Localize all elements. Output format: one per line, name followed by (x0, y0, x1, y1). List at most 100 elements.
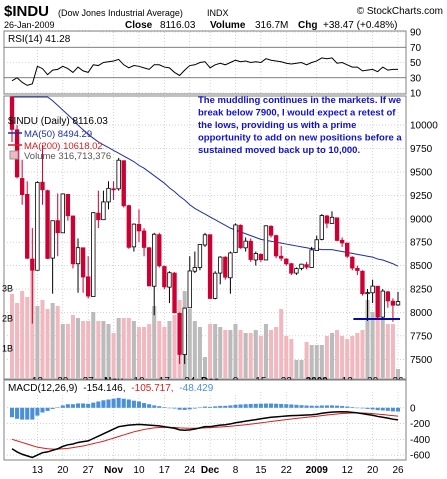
price-tick-9750: 9750 (410, 144, 433, 155)
candle-body (19, 178, 25, 196)
volume-bar (385, 324, 390, 378)
rsi-label-bg (6, 32, 98, 44)
volume-bar (228, 330, 233, 378)
candle-body (106, 187, 111, 203)
volume-bar (86, 321, 91, 378)
macd-histogram-bar (258, 403, 263, 408)
volume-bar (40, 300, 45, 378)
volume-bar (370, 312, 375, 378)
candle-body (75, 247, 81, 265)
volume-bar (45, 309, 50, 378)
macd-histogram-bar (40, 407, 45, 413)
candle-body (55, 220, 60, 234)
price-tick-8250: 8250 (410, 285, 433, 296)
volume-bar (126, 318, 131, 378)
macd-histogram-bar (20, 407, 25, 420)
macd-histogram-bar (35, 407, 40, 416)
volume-bar (345, 339, 350, 378)
xaxis-bottom-label-Dec: Dec (201, 465, 220, 476)
candle-body (45, 190, 50, 259)
macd-histogram-bar (60, 405, 65, 408)
macd-histogram-bar (167, 407, 172, 409)
volume-bar (157, 321, 162, 378)
candle-body (294, 268, 299, 274)
macd-label-name: MACD(12,26,9) (8, 383, 77, 394)
volume-bar (131, 321, 136, 378)
volume-bar (289, 339, 294, 378)
price-tick-8750: 8750 (410, 238, 433, 249)
volume-bar (279, 309, 284, 378)
macd-histogram-bar (172, 407, 177, 409)
candle-body (263, 225, 269, 261)
macd-tick--600: -600 (410, 451, 430, 462)
price-tick-8500: 8500 (410, 261, 433, 272)
macd-histogram-bar (65, 404, 70, 408)
candle-body (96, 212, 101, 221)
macd-histogram-bar (253, 403, 258, 408)
annotation-line: the lows, providing us with a prime (198, 120, 356, 131)
volume-bar (167, 321, 172, 378)
rsi-tick-70: 70 (410, 43, 422, 54)
price-tick-9500: 9500 (410, 167, 433, 178)
volume-bar (101, 321, 106, 378)
macd-histogram-bar (233, 404, 238, 408)
volume-bar (263, 324, 268, 378)
macd-histogram-bar (228, 405, 233, 408)
volume-bar (116, 318, 121, 378)
candle-body (146, 247, 152, 287)
volume-value: 316.7M (255, 20, 288, 31)
candle-body (182, 307, 187, 355)
candle-body (339, 239, 345, 244)
macd-histogram-bar (274, 403, 279, 408)
volume-bar (208, 324, 213, 378)
candle-body (187, 270, 192, 309)
watermark: © StockCharts.com (357, 6, 443, 17)
volume-bar (20, 291, 25, 378)
volume-bar (304, 342, 309, 378)
candle-body (91, 212, 96, 297)
price-tick-10000: 10000 (410, 121, 438, 132)
macd-histogram-bar (147, 404, 152, 408)
candle-body (268, 225, 274, 236)
macd-label-hist: -48.429 (179, 383, 213, 394)
candle-body (243, 240, 248, 249)
price-tick-7500: 7500 (410, 355, 433, 366)
annotation-line: sustained moved back up to 10,000. (198, 145, 360, 156)
macd-histogram-bar (70, 404, 75, 408)
macd-histogram-bar (385, 407, 390, 411)
macd-histogram-bar (96, 401, 101, 408)
candle-body (314, 239, 319, 252)
macd-histogram-bar (248, 403, 253, 408)
macd-histogram-bar (314, 405, 319, 408)
volume-bar (335, 330, 340, 378)
candle-body (202, 234, 208, 246)
volume-bar (299, 360, 304, 378)
volume-bar (314, 345, 319, 378)
macd-histogram-bar (304, 405, 309, 408)
volume-bar (233, 324, 238, 378)
legend-ma200: MA(200) 10618.02 (24, 141, 103, 152)
macd-histogram-bar (131, 400, 136, 408)
volume-bar (248, 333, 253, 378)
chg-value: +38.47 (+0.48%) (323, 20, 398, 31)
macd-histogram-bar (340, 405, 345, 408)
macd-line (11, 410, 399, 459)
candle-body (116, 159, 121, 190)
volume-bar (35, 306, 40, 378)
volume-bar (390, 324, 395, 378)
macd-histogram-bar (9, 407, 15, 418)
annotation-line: opportunity to add on new positions befo… (198, 133, 402, 144)
macd-histogram-bar (324, 405, 329, 408)
candle-body (212, 272, 218, 299)
volume-bar (162, 327, 167, 378)
price-tick-9250: 9250 (410, 191, 433, 202)
candle-body (70, 215, 76, 265)
volume-bar (25, 297, 30, 378)
macd-label-value: -154.146, (83, 383, 125, 394)
macd-tick-0: 0 (410, 403, 416, 414)
macd-label-signal: -105.717, (131, 383, 173, 394)
candle-body (228, 252, 233, 279)
macd-tick--400: -400 (410, 435, 430, 446)
macd-histogram-bar (162, 407, 167, 408)
rsi-label: RSI(14) 41.28 (8, 34, 71, 45)
